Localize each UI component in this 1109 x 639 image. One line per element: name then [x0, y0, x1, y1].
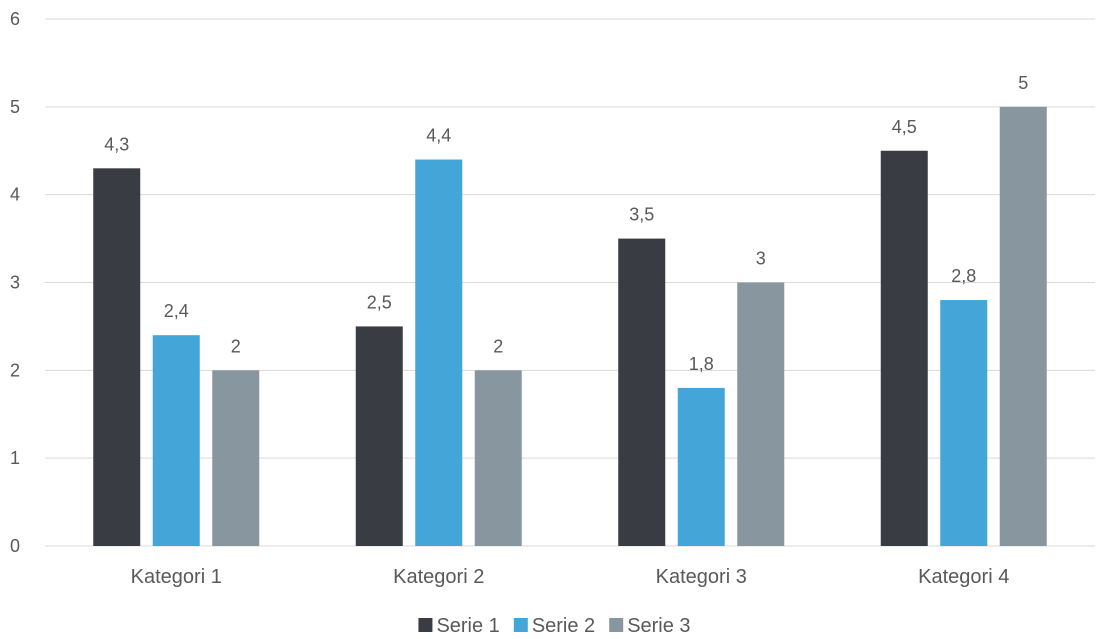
bar-1-1	[93, 168, 141, 547]
x-axis-categories: Kategori 1 Kategori 2 Kategori 3 Kategori 4	[131, 566, 1010, 588]
data-label: 2	[231, 336, 241, 356]
data-label: 5	[1018, 73, 1028, 93]
bars	[93, 106, 1047, 547]
bar-2-2	[415, 159, 463, 547]
bar-3-2	[474, 370, 522, 546]
legend-swatch	[513, 618, 528, 632]
y-tick-label: 3	[10, 273, 20, 293]
legend-label: Serie 2	[532, 615, 595, 637]
bar-3-1	[212, 370, 260, 546]
legend-label: Serie 1	[436, 615, 499, 637]
y-tick-label: 4	[10, 185, 20, 205]
legend-label: Serie 3	[627, 615, 690, 637]
bar-3-3	[737, 282, 785, 546]
y-tick-label: 6	[10, 9, 20, 29]
data-label: 2	[493, 336, 503, 356]
data-labels: 4,3 2,4 2 2,5 4,4 2 3,5 1,8 3 4,5 2,8 5	[104, 73, 1028, 374]
data-label: 4,4	[426, 126, 451, 146]
y-tick-label: 1	[10, 448, 20, 468]
legend: Serie 1 Serie 2 Serie 3	[418, 615, 691, 637]
bar-2-4	[940, 300, 988, 546]
data-label: 2,4	[164, 301, 189, 321]
x-category-label: Kategori 3	[656, 566, 747, 588]
legend-swatch	[609, 618, 624, 632]
bar-1-3	[618, 238, 666, 547]
data-label: 1,8	[689, 354, 714, 374]
data-label: 2,5	[367, 292, 392, 312]
bar-1-2	[355, 326, 403, 546]
bar-3-4	[999, 106, 1047, 546]
y-axis-ticks: 0 1 2 3 4 5 6	[10, 9, 20, 556]
y-tick-label: 0	[10, 536, 20, 556]
data-label: 4,5	[892, 117, 917, 137]
bar-2-3	[677, 387, 725, 546]
y-tick-label: 2	[10, 360, 20, 380]
x-category-label: Kategori 1	[131, 566, 222, 588]
data-label: 4,3	[104, 134, 129, 154]
data-label: 3	[756, 249, 766, 269]
data-label: 3,5	[629, 205, 654, 225]
legend-swatch	[418, 618, 433, 632]
bar-1-4	[880, 150, 928, 546]
y-tick-label: 5	[10, 97, 20, 117]
data-label: 2,8	[951, 266, 976, 286]
x-category-label: Kategori 4	[918, 566, 1009, 588]
bar-2-1	[152, 335, 200, 546]
x-category-label: Kategori 2	[393, 566, 484, 588]
gridlines	[45, 18, 1095, 547]
